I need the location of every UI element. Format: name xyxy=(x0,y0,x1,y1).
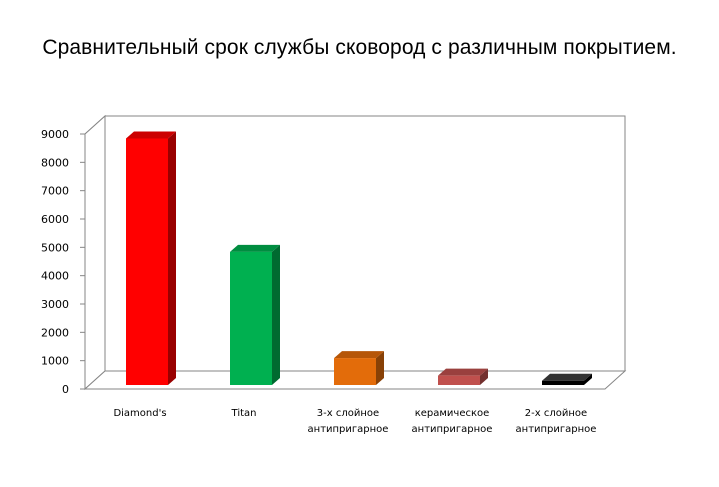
bar-side xyxy=(584,373,592,385)
bar xyxy=(334,351,384,385)
bars xyxy=(126,131,592,385)
bar-top xyxy=(126,131,176,139)
bar xyxy=(230,244,280,385)
bar-front xyxy=(542,380,584,385)
bar-top xyxy=(438,368,488,376)
bar xyxy=(542,373,592,385)
bar-side xyxy=(272,244,280,385)
bar-front xyxy=(438,375,480,385)
y-tick-label: 4000 xyxy=(41,270,69,283)
y-tick-label: 0 xyxy=(62,383,69,396)
x-category-label: 2-х слойное антипригарное xyxy=(516,408,597,435)
bar xyxy=(126,131,176,385)
bar xyxy=(438,368,488,385)
bar-top xyxy=(334,351,384,359)
x-category-label: 3-х слойное антипригарное xyxy=(308,408,389,435)
bar-side xyxy=(480,368,488,385)
bar-top xyxy=(230,244,280,252)
y-tick-label: 6000 xyxy=(41,213,69,226)
x-category-label: Diamond's xyxy=(113,408,166,419)
chart-title: Сравнительный срок службы сковород с раз… xyxy=(42,36,677,59)
y-tick-label: 8000 xyxy=(41,156,69,169)
y-tick-label: 7000 xyxy=(41,185,69,198)
x-axis-category-labels: Diamond's Titan 3-х слойное антипригарное ке… xyxy=(113,408,596,435)
y-tick-label: 5000 xyxy=(41,241,69,254)
bar-top xyxy=(542,373,592,381)
x-category-label: Titan xyxy=(231,408,257,419)
x-category-label: керамическое антипригарное xyxy=(412,408,493,435)
bar-side xyxy=(168,131,176,385)
bar-front xyxy=(230,251,272,385)
bar-side xyxy=(376,351,384,385)
side-wall xyxy=(84,114,106,391)
y-tick-label: 9000 xyxy=(41,128,69,141)
back-wall xyxy=(104,115,626,372)
y-tick-label: 1000 xyxy=(41,355,69,368)
y-tick-label: 2000 xyxy=(41,326,69,339)
y-axis-tick-labels: 0 1000 2000 3000 4000 5000 6000 7000 8000 9000 xyxy=(41,128,69,396)
bar-front xyxy=(334,358,376,385)
y-tick-label: 3000 xyxy=(41,298,69,311)
bar-front xyxy=(126,138,168,385)
